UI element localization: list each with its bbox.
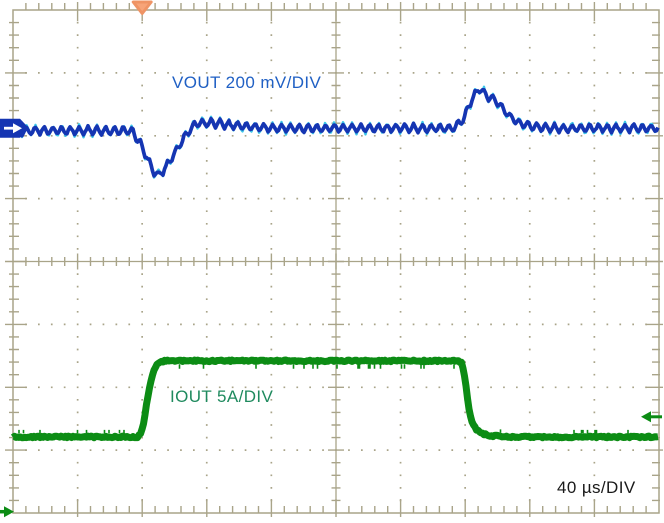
iout-trace (10, 356, 660, 442)
iout-ground-marker-arrow (4, 506, 14, 518)
vout-trace (11, 87, 660, 178)
iout-trace-noise-spikes (18, 364, 629, 434)
iout-level-marker-arrow (641, 411, 651, 423)
timebase-label: 40 µs/DIV (557, 478, 636, 497)
trigger-position-marker (131, 0, 153, 15)
vout-channel-arrow-head (13, 123, 22, 134)
iout-trace-label: IOUT 5A/DIV (170, 387, 274, 406)
vout-trace-label: VOUT 200 mV/DIV (172, 73, 322, 92)
border-ticks (5, 2, 663, 517)
